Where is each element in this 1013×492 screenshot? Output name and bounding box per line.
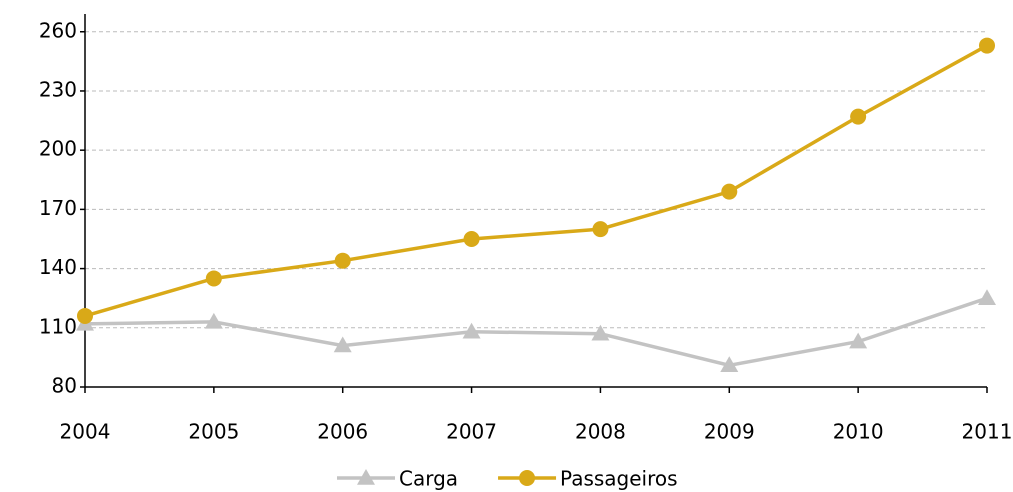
y-tick-label: 140 <box>39 255 77 279</box>
x-tick-label: 2006 <box>317 420 368 444</box>
y-tick-label: 230 <box>39 77 77 101</box>
y-tick-label: 80 <box>52 374 77 398</box>
marker <box>333 336 352 353</box>
legend-label: Passageiros <box>560 467 678 491</box>
legend-marker <box>519 470 536 486</box>
y-tick-label: 170 <box>39 196 77 220</box>
legend-marker <box>357 469 375 485</box>
x-tick-label: 2010 <box>833 420 884 444</box>
x-tick-label: 2009 <box>704 420 755 444</box>
marker <box>720 356 739 373</box>
marker <box>850 108 867 125</box>
x-tick-label: 2007 <box>446 420 497 444</box>
marker <box>721 183 738 200</box>
x-tick-label: 2005 <box>188 420 239 444</box>
marker <box>592 221 609 238</box>
x-tick-label: 2011 <box>962 420 1013 444</box>
marker <box>462 322 481 339</box>
marker <box>979 37 995 54</box>
legend-label: Carga <box>399 467 458 491</box>
marker <box>204 312 223 329</box>
x-tick-label: 2004 <box>60 420 111 444</box>
marker <box>334 252 351 269</box>
series-line <box>84 44 988 318</box>
legend: Carga Passageiros <box>337 467 678 491</box>
y-tick-label: 260 <box>39 18 77 42</box>
marker <box>463 230 480 247</box>
marker <box>591 324 610 341</box>
x-tick-label: 2008 <box>575 420 626 444</box>
marker <box>77 307 93 324</box>
marker <box>849 332 868 349</box>
marker <box>978 289 996 305</box>
series-line <box>84 296 988 368</box>
marker <box>205 270 222 287</box>
y-tick-label: 200 <box>39 137 77 161</box>
y-tick-label: 110 <box>39 314 77 338</box>
